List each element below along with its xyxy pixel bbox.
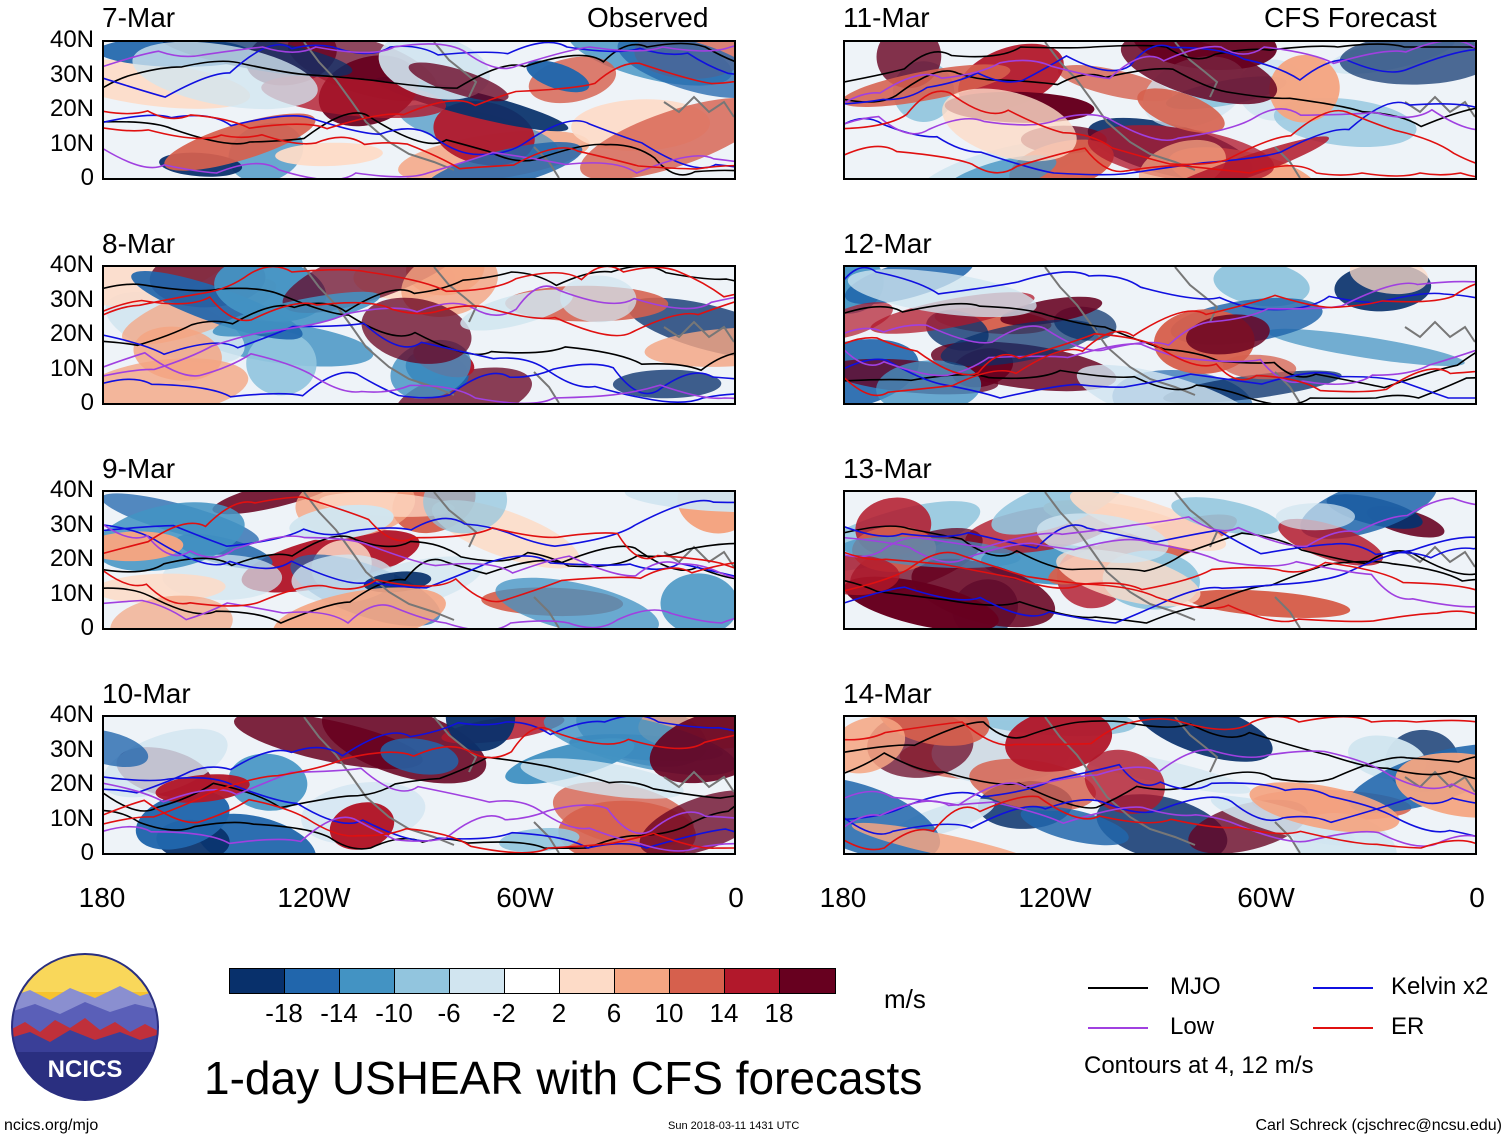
lat-label: 20N [49, 320, 94, 347]
lat-label: 20N [49, 545, 94, 572]
colorbar-label: -6 [437, 998, 461, 1028]
shear-field-map [104, 42, 734, 178]
colorbar-label: -10 [375, 998, 413, 1028]
legend-label-er: ER [1391, 1013, 1425, 1040]
lon-label: 180 [819, 882, 867, 913]
contour-note: Contours at 4, 12 m/s [1084, 1052, 1314, 1079]
lat-label: 40N [49, 476, 94, 503]
lat-label: 10N [49, 129, 94, 157]
shear-field-map [845, 267, 1475, 403]
colorbar-label: 10 [654, 998, 684, 1028]
lon-label: 120W [277, 882, 351, 913]
panel-date: 14-Mar [843, 678, 932, 709]
lat-label: 40N [49, 26, 94, 53]
map-panel-observed-4 [102, 715, 736, 855]
colorbar-swatch [670, 969, 725, 993]
legend-label-kelvin: Kelvin x2 [1391, 973, 1489, 1000]
cfs-forecast-label: CFS Forecast [1264, 2, 1437, 33]
colorbar-label: 6 [606, 998, 622, 1028]
colorbar-unit: m/s [884, 984, 926, 1014]
map-panel-forecast-2 [843, 265, 1477, 405]
legend-line-kelvin [1313, 987, 1373, 989]
colorbar-swatch [560, 969, 615, 993]
colorbar-label: 14 [709, 998, 739, 1028]
colorbar-label: -2 [492, 998, 516, 1028]
colorbar-label: 2 [551, 998, 567, 1028]
colorbar-label: 18 [764, 998, 794, 1028]
observed-label: Observed [587, 2, 709, 33]
lat-label: 40N [49, 701, 94, 728]
lat-label: 0 [80, 614, 94, 641]
map-panel-observed-1 [102, 40, 736, 180]
lat-label: 0 [80, 389, 94, 416]
footer-timestamp: Sun 2018-03-11 1431 UTC [668, 1120, 800, 1132]
lat-label: 30N [49, 285, 94, 313]
lat-label: 20N [49, 770, 94, 797]
lat-label: 40N [49, 251, 94, 278]
map-panel-forecast-3 [843, 490, 1477, 630]
shear-field-map [845, 42, 1475, 178]
colorbar-label: -18 [265, 998, 303, 1028]
colorbar-swatch [450, 969, 505, 993]
colorbar-swatch [230, 969, 285, 993]
colorbar-swatch [340, 969, 395, 993]
lon-label: 60W [1237, 882, 1295, 913]
lon-label: 0 [728, 882, 744, 913]
shear-field-map [845, 492, 1475, 628]
lat-label: 30N [49, 60, 94, 88]
lat-label: 30N [49, 510, 94, 538]
logo-text: NCICS [48, 1056, 123, 1083]
legend-line-low [1088, 1027, 1148, 1029]
lat-label: 10N [49, 579, 94, 607]
legend-label-mjo: MJO [1170, 973, 1221, 1000]
colorbar-swatch [725, 969, 780, 993]
map-panel-forecast-1 [843, 40, 1477, 180]
lat-label: 20N [49, 95, 94, 122]
shear-field-map [845, 717, 1475, 853]
lon-label: 120W [1018, 882, 1092, 913]
colorbar-swatch [505, 969, 560, 993]
figure-title: 1-day USHEAR with CFS forecasts [204, 1052, 923, 1104]
lat-label: 10N [49, 354, 94, 382]
colorbar-swatch [615, 969, 670, 993]
lat-label: 30N [49, 735, 94, 763]
shear-field-map [104, 267, 734, 403]
panel-date: 8-Mar [102, 228, 176, 259]
colorbar-swatch [780, 969, 835, 993]
panel-date: 12-Mar [843, 228, 932, 259]
colorbar [229, 968, 836, 994]
footer-url[interactable]: ncics.org/mjo [4, 1117, 99, 1134]
ncics-logo: NCICS [11, 953, 159, 1101]
panel-date: 9-Mar [102, 453, 176, 484]
lon-label: 180 [78, 882, 126, 913]
lat-label: 0 [80, 839, 94, 866]
colorbar-swatch [395, 969, 450, 993]
lat-label: 0 [80, 164, 94, 191]
colorbar-swatch [285, 969, 340, 993]
map-panel-forecast-4 [843, 715, 1477, 855]
legend-line-er [1313, 1027, 1373, 1029]
legend-line-mjo [1088, 987, 1148, 989]
lon-label: 0 [1469, 882, 1485, 913]
map-panel-observed-2 [102, 265, 736, 405]
legend-label-low: Low [1170, 1013, 1215, 1040]
panel-date: 11-Mar [843, 2, 930, 33]
footer-author: Carl Schreck (cjschrec@ncsu.edu) [1255, 1117, 1502, 1134]
panel-date: 7-Mar [102, 2, 176, 33]
map-panel-observed-3 [102, 490, 736, 630]
lon-label: 60W [496, 882, 554, 913]
panel-date: 10-Mar [102, 678, 191, 709]
colorbar-label: -14 [320, 998, 358, 1028]
panel-date: 13-Mar [843, 453, 932, 484]
shear-field-map [104, 717, 734, 853]
lat-label: 10N [49, 804, 94, 832]
shear-field-map [104, 492, 734, 628]
